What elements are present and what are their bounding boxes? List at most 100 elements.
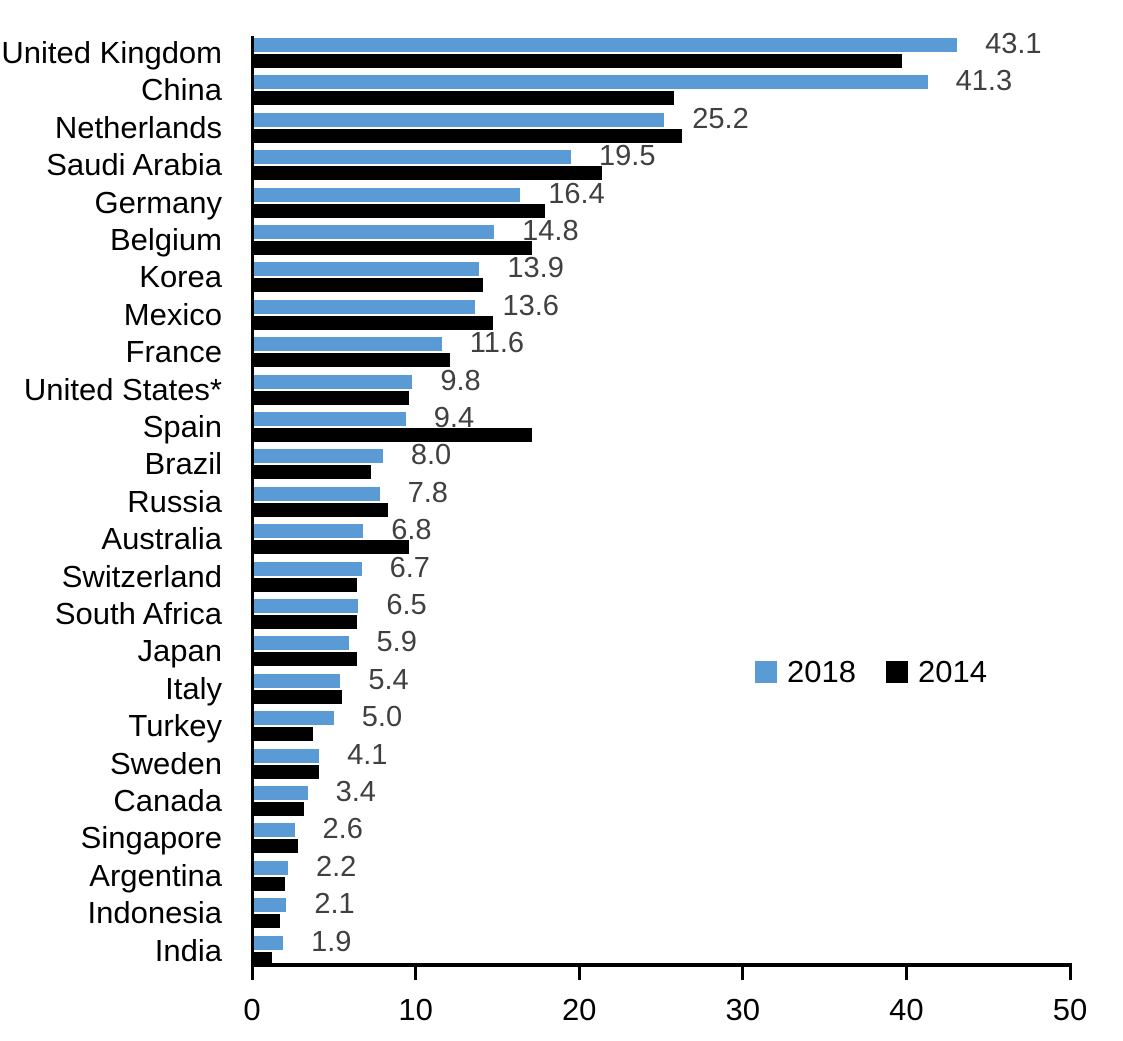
legend-entry-2018: 2018	[755, 654, 856, 689]
value-label: 16.4	[548, 177, 605, 210]
bar-2018	[252, 599, 359, 613]
bar-2018	[252, 673, 341, 688]
bar-2014	[252, 727, 313, 742]
category-label: Belgium	[110, 222, 222, 257]
category-label: Italy	[165, 670, 222, 706]
bar-2014	[252, 951, 272, 966]
bar-2014	[252, 577, 357, 592]
x-tick-label: 40	[889, 992, 924, 1027]
category-label: Netherlands	[54, 109, 222, 145]
value-label: 5.4	[368, 663, 409, 696]
legend-label: 2018	[787, 654, 856, 689]
value-label: 19.5	[599, 140, 656, 173]
value-label: 5.9	[376, 626, 417, 659]
x-axis-tick	[904, 963, 908, 980]
bar-2014	[252, 166, 603, 181]
bar-2018	[252, 187, 521, 202]
bar-2018	[252, 711, 334, 726]
value-label: 13.6	[502, 289, 559, 322]
category-label: Japan	[137, 633, 222, 669]
category-label: Korea	[139, 259, 222, 295]
category-label: Spain	[142, 409, 222, 444]
value-label: 13.9	[507, 252, 564, 285]
legend-swatch-2018	[755, 661, 777, 683]
x-axis-tick	[1068, 963, 1072, 980]
bar-2014	[252, 54, 902, 68]
bar-2018	[252, 748, 320, 763]
x-tick-label: 30	[725, 992, 761, 1027]
bar-2014	[252, 540, 410, 555]
category-label: Canada	[113, 783, 222, 818]
bar-2014	[252, 390, 410, 405]
value-label: 6.8	[391, 514, 432, 547]
bar-2018	[252, 860, 288, 875]
bar-2014	[252, 128, 683, 143]
category-label: Germany	[94, 184, 222, 220]
x-axis-tick	[741, 963, 745, 980]
bar-2014	[252, 615, 357, 629]
legend-label: 2014	[917, 654, 987, 689]
bar-2018	[252, 898, 287, 913]
bar-2018	[252, 225, 495, 239]
category-label: Australia	[101, 521, 222, 557]
bar-2018	[252, 823, 295, 838]
bar-2018	[252, 935, 284, 950]
value-label: 2.2	[315, 850, 357, 883]
bar-2018	[252, 449, 383, 464]
x-axis-line	[251, 963, 1071, 967]
bar-2018	[252, 75, 928, 90]
legend-swatch-2014	[885, 661, 908, 683]
bar-2018	[252, 486, 380, 501]
bar-2014	[252, 241, 532, 255]
value-label: 14.8	[522, 215, 579, 247]
bar-2018	[252, 524, 364, 539]
value-label: 41.3	[955, 65, 1013, 98]
bar-2018	[252, 262, 480, 277]
bar-2018	[252, 299, 475, 314]
x-tick-label: 20	[561, 992, 597, 1027]
bar-2018	[252, 561, 362, 576]
category-label: Saudi Arabia	[46, 147, 222, 183]
x-axis-tick	[577, 963, 581, 980]
value-label: 25.2	[692, 102, 749, 135]
y-axis-line	[251, 36, 254, 980]
x-tick-label: 10	[398, 992, 433, 1027]
bar-2014	[252, 764, 320, 779]
bar-2018	[252, 786, 308, 800]
category-label: South Africa	[54, 596, 222, 631]
bar-2018	[252, 337, 442, 352]
bar-2014	[252, 502, 388, 517]
category-label: China	[141, 72, 222, 108]
bar-2018	[252, 150, 571, 165]
bar-2014	[252, 465, 372, 480]
legend-entry-2014: 2014	[885, 654, 987, 689]
bar-2014	[252, 278, 483, 293]
bar-2018	[252, 38, 958, 52]
value-label: 5.0	[361, 701, 403, 734]
bar-2018	[252, 112, 665, 127]
value-label: 6.5	[386, 589, 427, 621]
bar-2014	[252, 353, 450, 368]
value-label: 2.6	[322, 813, 363, 846]
legend: 2018 2014	[755, 654, 987, 689]
category-label: Turkey	[128, 708, 222, 744]
value-label: 6.7	[389, 551, 430, 584]
bar-2014	[252, 315, 493, 330]
x-tick-label: 50	[1052, 992, 1088, 1027]
value-label: 2.1	[314, 888, 355, 921]
bar-2014	[252, 839, 298, 854]
category-label: United Kingdom	[1, 35, 222, 70]
x-axis-tick	[414, 963, 418, 980]
category-label: Sweden	[109, 745, 222, 781]
bar-2014	[252, 876, 285, 891]
value-label: 1.9	[311, 925, 352, 958]
bar-2014	[252, 203, 545, 218]
category-label: Indonesia	[87, 895, 222, 931]
x-tick-label: 0	[243, 992, 261, 1027]
value-label: 3.4	[335, 776, 376, 808]
bar-2018	[252, 636, 349, 651]
value-label: 11.6	[469, 327, 525, 360]
category-label: Switzerland	[61, 558, 222, 594]
bar-2014	[252, 652, 357, 667]
